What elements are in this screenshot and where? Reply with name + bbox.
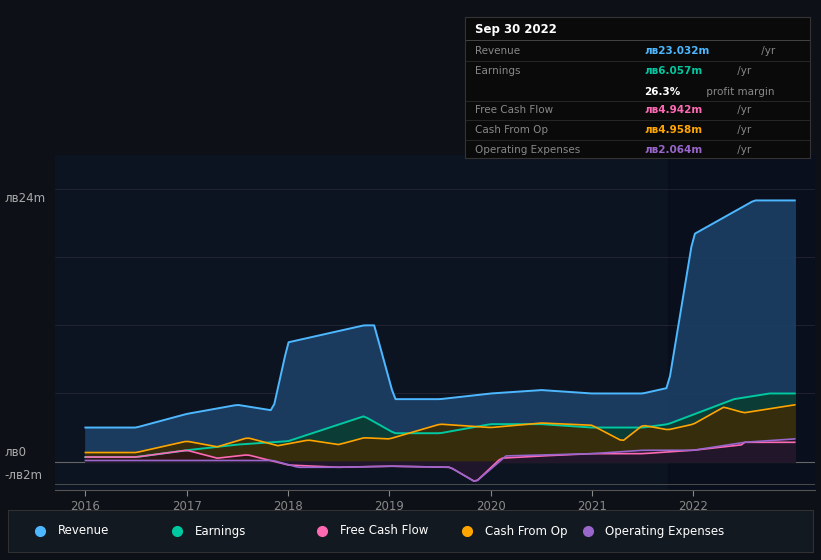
Text: лв6.057m: лв6.057m <box>644 66 703 76</box>
Text: /yr: /yr <box>734 66 751 76</box>
Text: Revenue: Revenue <box>58 525 109 538</box>
Text: лв0: лв0 <box>4 446 26 459</box>
Text: /yr: /yr <box>734 144 751 155</box>
Text: Free Cash Flow: Free Cash Flow <box>475 105 553 115</box>
Text: Operating Expenses: Operating Expenses <box>475 144 580 155</box>
Text: /yr: /yr <box>734 105 751 115</box>
Text: Earnings: Earnings <box>475 66 521 76</box>
Text: Revenue: Revenue <box>475 46 521 56</box>
Text: лв2.064m: лв2.064m <box>644 144 703 155</box>
Text: -лв2m: -лв2m <box>4 469 42 482</box>
Text: Free Cash Flow: Free Cash Flow <box>340 525 428 538</box>
Text: profit margin: profit margin <box>703 87 774 97</box>
Text: Cash From Op: Cash From Op <box>475 125 548 135</box>
Text: 26.3%: 26.3% <box>644 87 681 97</box>
Text: лв4.958m: лв4.958m <box>644 125 703 135</box>
Text: лв23.032m: лв23.032m <box>644 46 710 56</box>
Text: Cash From Op: Cash From Op <box>484 525 567 538</box>
Text: Operating Expenses: Operating Expenses <box>605 525 724 538</box>
Text: Earnings: Earnings <box>195 525 246 538</box>
Text: лв24m: лв24m <box>4 192 45 205</box>
Bar <box>668 155 815 490</box>
Text: /yr: /yr <box>759 46 776 56</box>
Text: /yr: /yr <box>734 125 751 135</box>
Text: лв4.942m: лв4.942m <box>644 105 703 115</box>
Text: Sep 30 2022: Sep 30 2022 <box>475 23 557 36</box>
